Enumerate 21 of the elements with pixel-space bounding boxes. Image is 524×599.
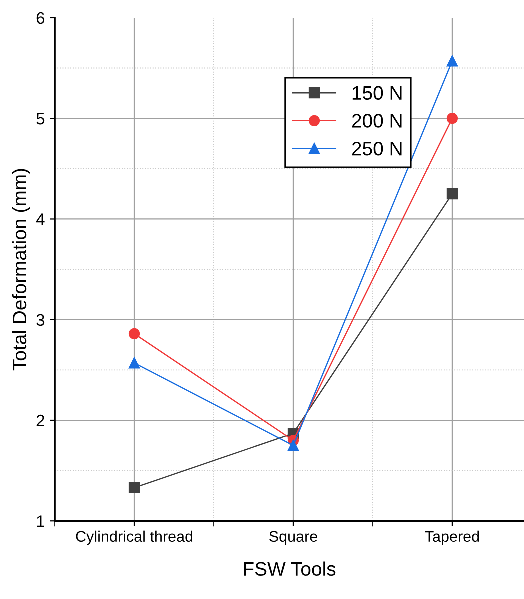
legend-label: 200 N [352,114,402,128]
point [446,113,458,124]
x-tick-label: Tapered [425,530,480,546]
y-tick-label: 3 [36,314,45,326]
x-tick-label: Square [270,531,318,546]
y-tick-label: 1 [37,516,44,528]
point [128,358,140,369]
y-tick-label: 4 [36,214,45,226]
y-tick-label: 6 [36,12,45,24]
point [128,482,140,494]
point [128,328,140,340]
y-axis-title: Total Deformation (mm) [12,169,30,371]
y-tick-label: 5 [36,113,45,125]
y-tick-label: 2 [36,414,44,427]
point [446,56,458,67]
x-axis-title: FSW Tools [244,562,336,576]
legend-label: 250 N [352,142,402,156]
point [446,188,458,200]
point [288,440,300,452]
legend-label: 150 N [352,86,402,100]
x-tick-label: Cylindrical thread [76,530,193,546]
